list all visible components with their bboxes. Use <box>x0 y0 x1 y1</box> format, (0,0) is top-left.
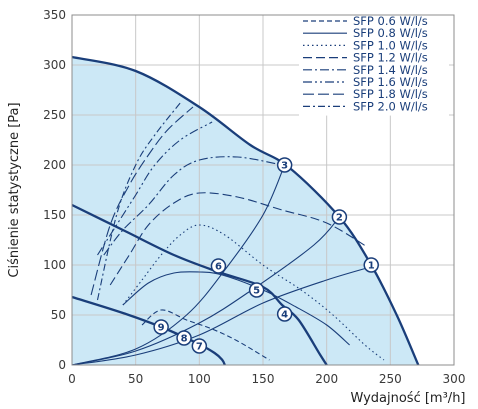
sfp-line-5 <box>103 156 283 256</box>
y-tick-label: 250 <box>43 108 66 122</box>
x-axis-title: Wydajność [m³/h] <box>350 391 465 406</box>
operating-points: 1 2 3 4 5 6 78 9 <box>153 157 379 354</box>
operating-point-label: 4 <box>281 310 288 321</box>
operating-point-label: 6 <box>215 262 222 273</box>
operating-point-7 <box>191 338 208 354</box>
operating-area <box>72 57 419 365</box>
operating-point-label: 9 <box>158 323 165 334</box>
operating-point-4 <box>276 306 293 322</box>
y-tick-label: 0 <box>58 358 66 372</box>
operating-point-label: 5 <box>253 286 260 297</box>
plot-frame <box>71 14 455 366</box>
sfp-line-1 <box>141 309 270 361</box>
y-tick-label: 200 <box>43 158 66 172</box>
operating-point-9 <box>153 319 169 335</box>
y-tick-label: 150 <box>43 208 66 222</box>
sfp-line-7 <box>90 106 194 296</box>
x-tick-label: 150 <box>252 372 275 386</box>
legend-label: SFP 1.0 W/l/s <box>353 38 428 52</box>
operating-point-2 <box>331 209 348 225</box>
operating-point-8 <box>176 330 192 346</box>
operating-point-label: 7 <box>196 342 203 353</box>
legend-label: SFP 1.4 W/l/s <box>353 63 428 77</box>
plot-lines <box>72 102 385 365</box>
legend-label: SFP 0.6 W/l/s <box>353 14 428 28</box>
sfp-line-8 <box>96 102 181 301</box>
legend-label: SFP 2.0 W/l/s <box>353 99 428 113</box>
operating-point-label: 3 <box>281 161 288 172</box>
axis-ticks: 0 50 100 150 200 250 300 0 50 100 150 200 250 300 350 <box>43 8 465 386</box>
operating-point-label: 2 <box>336 213 343 224</box>
operating-point-5 <box>248 282 265 298</box>
legend-label: SFP 0.8 W/l/s <box>353 26 428 40</box>
operating-point-label: 1 <box>368 261 375 272</box>
operating-point-label: 8 <box>181 334 188 345</box>
legend-label: SFP 1.8 W/l/s <box>353 87 428 101</box>
sfp-line-4 <box>109 192 368 286</box>
sfp-line-2 <box>122 271 350 346</box>
sfp-line-3 <box>122 224 385 361</box>
operating-point-6 <box>210 258 227 274</box>
operating-point-1 <box>363 257 379 273</box>
operating-point-3 <box>276 157 293 173</box>
y-axis-title: Ciśnienie statystyczne [Pa] <box>7 102 22 277</box>
sfp-line-6 <box>97 121 213 256</box>
y-tick-label: 300 <box>43 58 66 72</box>
x-tick-label: 250 <box>379 372 402 386</box>
system-curve-1 <box>72 264 378 365</box>
x-tick-label: 200 <box>315 372 338 386</box>
x-tick-label: 50 <box>128 372 143 386</box>
y-tick-label: 350 <box>43 8 66 22</box>
x-tick-label: 100 <box>188 372 211 386</box>
y-tick-label: 100 <box>43 258 66 272</box>
x-tick-label: 300 <box>443 372 466 386</box>
legend-label: SFP 1.6 W/l/s <box>353 75 428 89</box>
system-curve-3 <box>72 164 286 365</box>
x-tick-label: 0 <box>68 372 76 386</box>
y-tick-label: 50 <box>51 308 66 322</box>
legend-background <box>299 14 449 116</box>
system-curve-2 <box>72 216 340 365</box>
legend-label: SFP 1.2 W/l/s <box>353 51 428 65</box>
